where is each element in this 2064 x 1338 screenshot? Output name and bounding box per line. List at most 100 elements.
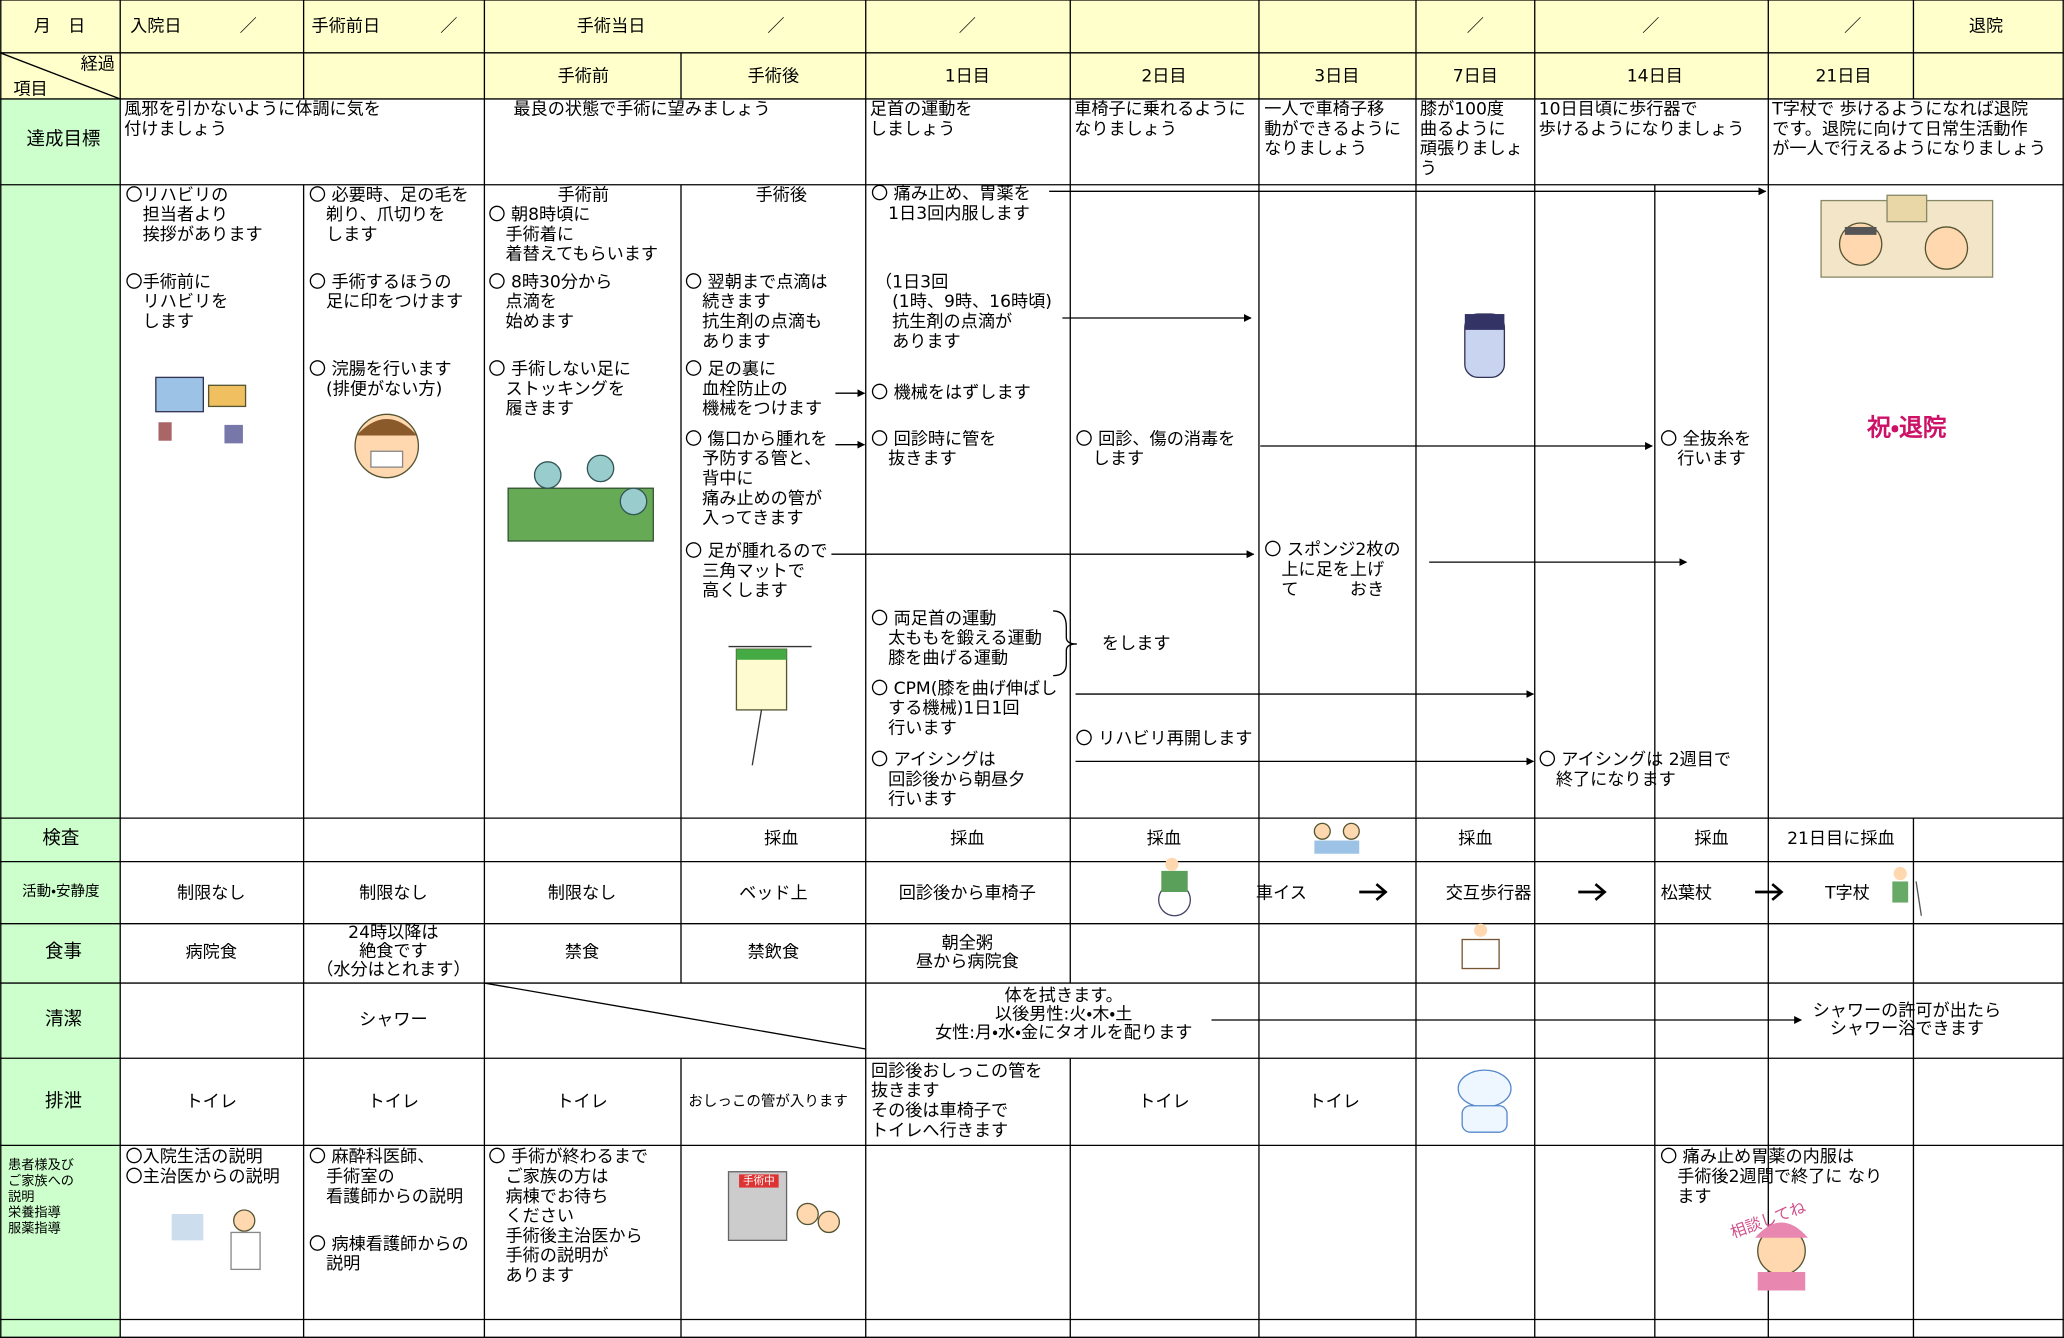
care-text: 回診後から朝昼夕: [871, 770, 1025, 790]
activity-text: 回診後から車椅子: [899, 883, 1036, 903]
excretion-text: トイレ: [368, 1092, 419, 1112]
care-text: 手術着に: [488, 225, 574, 245]
explanation-text: 手術室の: [309, 1167, 395, 1187]
activity-text: 制限なし: [548, 883, 617, 903]
meal-text: （水分はとれます）: [316, 960, 470, 980]
care-text: 〇 アイシングは 2週目で: [1539, 750, 1731, 770]
goal-text: なりましょう: [1074, 119, 1177, 139]
illustration-label: 手術中: [743, 1174, 775, 1187]
care-text: 予防する管と、: [685, 449, 821, 469]
illustrations: [155, 194, 1994, 1291]
explanation-text: 説明: [309, 1254, 360, 1274]
care-text: 〇 浣腸を行います: [309, 359, 452, 379]
goal-text: 付けましょう: [124, 119, 227, 139]
hospital-illustration: [1820, 194, 1994, 278]
care-text: する機械)1日1回: [871, 699, 1019, 719]
care-text: 背中に: [685, 469, 754, 489]
care-text: 痛み止めの管が: [685, 489, 822, 509]
excretion-text: トイレ: [1308, 1092, 1359, 1112]
header-cell: ／: [1642, 16, 1659, 36]
care-text: て おき: [1264, 580, 1384, 600]
header-cell: 1日目: [945, 67, 990, 87]
explanation-text: 〇 麻酔科医師、: [309, 1147, 434, 1167]
care-text: （1日3回: [875, 272, 948, 292]
header-cell: 退院: [1969, 16, 2003, 36]
care-text: します: [309, 225, 378, 245]
robot-illustration: [1464, 313, 1506, 379]
care-text: 三角マットで: [685, 561, 805, 581]
care-text: 足に印をつけます: [309, 292, 463, 312]
excretion-text: おしっこの管が入ります: [688, 1092, 847, 1110]
care-text: 太ももを鍛える運動: [871, 629, 1042, 649]
explanation-text: 病棟でお待ち: [488, 1187, 608, 1207]
walker-illustration: [1461, 923, 1500, 970]
care-text: 続きます: [685, 292, 771, 312]
meal-text: 昼から病院食: [916, 952, 1019, 972]
care-text: 〇 足が腫れるので: [685, 542, 828, 562]
care-text: 手術後: [756, 185, 807, 205]
care-text: 〇 スポンジ2枚の: [1264, 540, 1400, 560]
care-text: 抗生剤の点滴が: [875, 312, 1012, 332]
row-label: 達成目標: [27, 129, 101, 150]
activity-text: T字杖: [1824, 883, 1870, 903]
excretion-text: トイレ: [556, 1092, 607, 1112]
excretion-text: トイレ: [1138, 1092, 1189, 1112]
exam-text: 採血: [950, 829, 984, 849]
explanation-text: あります: [488, 1266, 574, 1286]
header-cell: 手術当日: [577, 16, 646, 36]
exam-text: 21日目に採血: [1787, 829, 1895, 849]
care-text: 〇 傷口から腫れを: [685, 429, 828, 449]
hygiene-text: シャワー: [359, 1010, 428, 1030]
care-text: (1時、9時、16時頃): [875, 292, 1052, 312]
diagonal-line: [0, 52, 121, 100]
care-text: 〇手術前に: [125, 272, 211, 292]
hygiene-text: シャワーの許可が出たら: [1813, 1001, 2002, 1021]
care-text: 〇 両足首の運動: [871, 609, 996, 629]
care-text: 挨拶があります: [125, 225, 262, 245]
activity-text: 交互歩行器: [1446, 883, 1532, 903]
care-text: (排便がない方): [309, 379, 442, 399]
care-text: 高くします: [685, 581, 788, 601]
row-label: ご家族への: [8, 1173, 74, 1189]
header-cell: 手術後: [748, 67, 799, 87]
header-cell: ／: [240, 16, 257, 36]
waiting-illustration: [727, 1171, 841, 1242]
diagonal-line: [484, 982, 866, 1050]
header-cell: 14日目: [1627, 67, 1683, 87]
goal-text: です。退院に向けて日常生活動作: [1772, 119, 2027, 139]
exam-text: 採血: [1147, 829, 1181, 849]
toilet-illustration: [1457, 1069, 1512, 1133]
exam-illustration: [1313, 822, 1360, 854]
hygiene-text: 以後男性:火・木・土: [995, 1005, 1132, 1025]
activity-text: 制限なし: [359, 883, 428, 903]
explanation-text: 手術後主治医から: [488, 1226, 642, 1246]
header-cell: ／: [767, 16, 784, 36]
care-text: 血栓防止の: [685, 379, 788, 399]
care-text: 行います: [1660, 449, 1746, 469]
care-text: 剃り、爪切りを: [309, 205, 445, 225]
care-text: 手術前: [558, 185, 609, 205]
care-text: 入ってきます: [685, 509, 804, 529]
hygiene-text: 体を拭きます。: [1005, 986, 1123, 1006]
header-cell: 項目: [13, 80, 47, 100]
explanation-text: ください: [488, 1207, 574, 1227]
goal-text: 動ができるように: [1264, 119, 1401, 139]
goal-text: う: [1420, 159, 1437, 179]
hygiene-text: 女性:月・水・金にタオルを配ります: [935, 1023, 1192, 1043]
care-text: 〇 朝8時頃に: [488, 205, 590, 225]
care-text: 担当者より: [125, 205, 228, 225]
care-text: あります: [685, 332, 771, 352]
row-label: 検査: [42, 828, 79, 849]
care-text: 〇 手術するほうの: [309, 272, 452, 292]
activity-text: 制限なし: [177, 883, 246, 903]
wheelchair-illustration: [1158, 857, 1192, 917]
care-text: します: [125, 312, 194, 332]
explanation-text: 〇 手術が終わるまで: [488, 1147, 648, 1167]
care-text: 履きます: [488, 399, 574, 419]
texts: 月 日入院日／手術前日／手術当日／／／／／退院経過項目手術前 手術後 1日目 2日目 3…: [8, 16, 2046, 1286]
care-text: 始めます: [488, 312, 574, 332]
activity-text: 松葉杖: [1661, 883, 1712, 903]
goal-text: T字杖で 歩けるようになれば退院: [1771, 100, 2028, 120]
row-label: 清潔: [45, 1009, 82, 1030]
